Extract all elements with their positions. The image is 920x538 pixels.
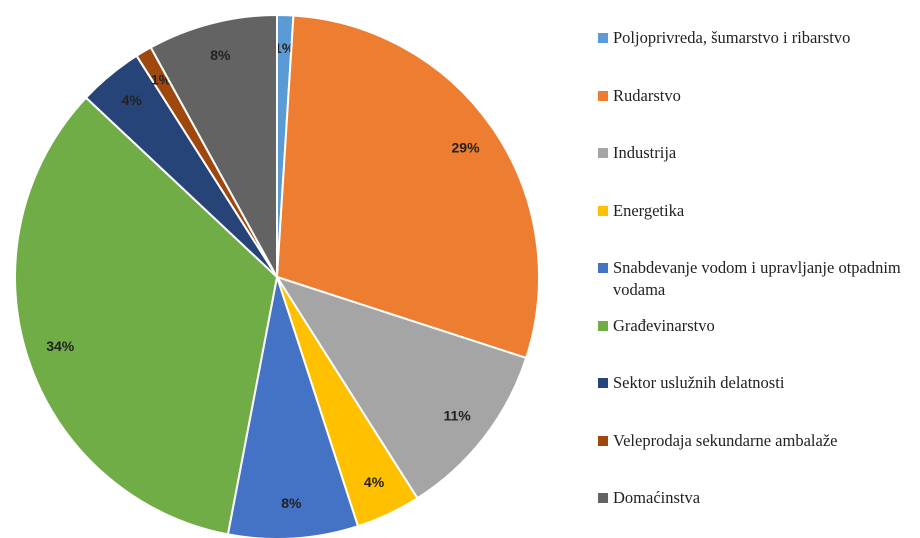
pie-slice (149, 13, 278, 278)
legend-item: Domaćinstva (598, 487, 918, 509)
data-label: 29% (452, 140, 481, 156)
legend-item: Poljoprivreda, šumarstvo i ribarstvo (598, 27, 918, 49)
legend-label: Energetika (613, 200, 685, 220)
data-label: 8% (281, 495, 302, 511)
data-label: 11% (443, 407, 471, 423)
data-label: 34% (46, 338, 75, 354)
legend-item: Veleprodaja sekundarne ambalaže (598, 430, 918, 452)
data-label: 8% (210, 47, 231, 63)
pie-slice (275, 14, 540, 360)
data-label: 4% (122, 92, 143, 108)
data-label: 4% (364, 474, 385, 490)
legend-label: Sektor uslužnih delatnosti (613, 373, 785, 392)
chart: 1%29%11%4%8%34%4%1%8% (14, 13, 540, 538)
legend-swatch (598, 148, 608, 158)
legend-swatch (598, 263, 608, 273)
legend-label: Veleprodaja sekundarne ambalaže (613, 430, 838, 450)
legend-item: Građevinarstvo (598, 315, 918, 337)
legend-item: Industrija (598, 142, 918, 164)
legend-swatch (598, 435, 608, 446)
legend-item: Rudarstvo (598, 85, 918, 107)
legend-swatch (598, 378, 608, 388)
legend-item: Snabdevanje vodom i upravljanje otpadnim… (598, 257, 918, 301)
pie-slice (274, 275, 528, 500)
pie-slice (14, 96, 279, 536)
pie-slice (226, 276, 360, 538)
legend-label: Građevinarstvo (613, 315, 715, 335)
legend-swatch (598, 90, 608, 101)
legend-label: Industrija (613, 143, 677, 162)
legend-item: Sektor uslužnih delatnosti (598, 372, 918, 394)
legend-swatch (598, 33, 608, 43)
legend-label: Snabdevanje vodom i upravljanje otpadnim… (613, 258, 901, 299)
legend-item: Energetika (598, 200, 918, 222)
legend-label: Poljoprivreda, šumarstvo i ribarstvo (613, 28, 851, 47)
legend-swatch (598, 205, 608, 216)
data-label: 1% (274, 40, 295, 56)
legend-label: Domaćinstva (613, 488, 701, 507)
legend-label: Rudarstvo (613, 85, 681, 105)
legend-swatch (598, 320, 608, 331)
legend-swatch (598, 493, 608, 503)
